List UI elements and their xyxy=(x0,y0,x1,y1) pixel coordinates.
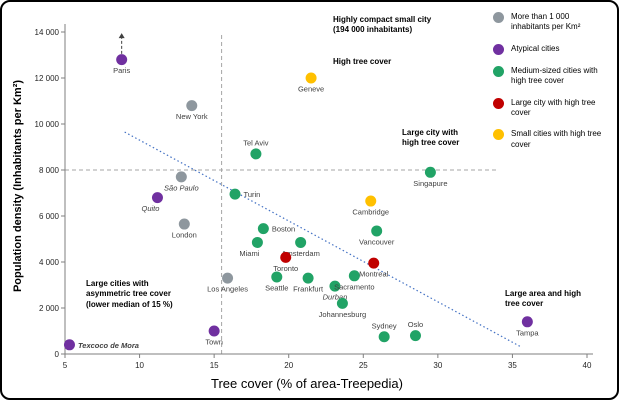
x-tick-label: 40 xyxy=(583,361,592,370)
data-point-durban xyxy=(329,280,341,292)
data-point-quito xyxy=(151,192,163,204)
legend-dot-yellow xyxy=(493,129,504,141)
data-point-label-paris: Paris xyxy=(113,66,130,75)
legend-item: Large city with high tree cover xyxy=(493,97,611,119)
chart-annotation: Highly compact small city (194 000 inhab… xyxy=(333,15,432,35)
legend: More than 1 000 inhabitants per Km² Atyp… xyxy=(493,12,611,150)
chart-annotation: Large area and high tree cover xyxy=(505,289,582,309)
data-point-s-o-paulo xyxy=(175,171,187,183)
legend-dot-red xyxy=(493,97,504,109)
data-point-label-boston: Boston xyxy=(272,225,295,234)
y-tick-label: 4 000 xyxy=(39,258,60,267)
data-point-toronto xyxy=(280,251,292,263)
data-point-label-cambridge: Cambridge xyxy=(352,208,389,217)
y-tick-label: 10 000 xyxy=(35,120,60,129)
data-point-vancouver xyxy=(371,225,383,237)
data-point-sacramento xyxy=(348,270,360,282)
data-point-label-durban: Durban xyxy=(323,293,348,302)
data-point-label-tel-aviv: Tel Aviv xyxy=(243,138,269,147)
x-tick-label: 20 xyxy=(284,361,293,370)
data-point-geneve xyxy=(305,72,317,84)
data-point-label-johannesburg: Johannesburg xyxy=(319,310,367,319)
y-tick-label: 8 000 xyxy=(39,166,60,175)
data-point-miami xyxy=(251,236,263,248)
data-point-label-singapure: Singapure xyxy=(413,179,447,188)
x-axis-title: Tree cover (% of area-Treepedia) xyxy=(211,376,403,391)
trend-line xyxy=(124,131,522,348)
data-point-montreal xyxy=(368,257,380,269)
data-point-frankfurt xyxy=(302,272,314,284)
data-point-oslo xyxy=(409,330,421,342)
x-tick-label: 35 xyxy=(508,361,517,370)
data-point-boston xyxy=(257,223,269,235)
data-point-label-geneve: Geneve xyxy=(298,85,324,94)
data-point-label-texcoco-de-mora: Texcoco de Mora xyxy=(78,341,139,350)
data-point-amsterdam xyxy=(295,236,307,248)
data-point-tampa xyxy=(521,316,533,328)
data-point-label-montreal: Montreal xyxy=(359,270,389,279)
data-point-label-town: Town xyxy=(205,338,223,347)
data-point-turin xyxy=(229,188,241,200)
legend-item: More than 1 000 inhabitants per Km² xyxy=(493,12,611,33)
x-tick-label: 30 xyxy=(433,361,442,370)
legend-item-label: Medium-sized cities with high tree cover xyxy=(511,65,598,86)
y-tick-label: 6 000 xyxy=(39,212,60,221)
data-point-town xyxy=(208,325,220,337)
legend-item-label: Small cities with high tree cover xyxy=(511,129,602,149)
legend-item: Medium-sized cities with high tree cover xyxy=(493,65,611,87)
data-point-texcoco-de-mora xyxy=(63,339,75,351)
x-tick-label: 15 xyxy=(210,361,219,370)
data-point-label-tampa: Tampa xyxy=(516,328,539,337)
legend-dot-purple xyxy=(493,43,504,55)
data-point-label-oslo: Oslo xyxy=(408,320,423,329)
up-arrow-head xyxy=(118,33,125,39)
y-tick-label: 2 000 xyxy=(39,304,60,313)
data-point-label-miami: Miami xyxy=(239,249,259,258)
data-point-label-toronto: Toronto xyxy=(273,264,298,273)
data-point-new-york xyxy=(186,100,198,112)
chart-annotation: Large cities with asymmetric tree cover … xyxy=(86,279,173,309)
legend-item-label: Atypical cities xyxy=(511,43,560,53)
legend-dot-gray xyxy=(493,12,504,23)
data-point-label-vancouver: Vancouver xyxy=(359,237,395,246)
data-point-johannesburg xyxy=(336,297,348,309)
data-point-tel-aviv xyxy=(250,148,262,160)
data-point-singapure xyxy=(424,166,436,178)
data-point-cambridge xyxy=(365,195,377,207)
chart-annotation: Large city with high tree cover xyxy=(402,128,460,148)
data-point-label-new-york: New York xyxy=(176,112,208,121)
data-point-label-sacramento: Sacramento xyxy=(334,282,374,291)
data-point-label-frankfurt: Frankfurt xyxy=(293,285,324,294)
data-point-label-sydney: Sydney xyxy=(372,321,397,330)
data-point-seattle xyxy=(271,271,283,283)
data-point-label-london: London xyxy=(172,231,197,240)
x-tick-label: 5 xyxy=(63,361,68,370)
y-tick-label: 14 000 xyxy=(35,28,60,37)
legend-item: Small cities with high tree cover xyxy=(493,129,611,150)
data-point-sydney xyxy=(378,331,390,343)
chart-annotation: High tree cover xyxy=(333,57,392,66)
data-point-label-s-o-paulo: São Paulo xyxy=(164,183,199,192)
data-point-label-los-angeles: Los Angeles xyxy=(207,285,248,294)
data-point-paris xyxy=(116,54,128,66)
y-tick-label: 12 000 xyxy=(35,74,60,83)
y-tick-label: 0 xyxy=(55,350,60,359)
data-point-label-turin: Turin xyxy=(244,190,261,199)
legend-item-label: More than 1 000 inhabitants per Km² xyxy=(511,12,581,32)
data-point-label-seattle: Seattle xyxy=(265,283,288,292)
x-tick-label: 10 xyxy=(135,361,144,370)
legend-item: Atypical cities xyxy=(493,43,611,55)
y-axis-title: Population density (Inhabitants per Km²) xyxy=(12,79,24,293)
data-point-label-quito: Quito xyxy=(142,204,160,213)
legend-dot-green xyxy=(493,65,504,77)
data-point-london xyxy=(178,218,190,230)
x-tick-label: 25 xyxy=(359,361,368,370)
data-point-los-angeles xyxy=(222,272,234,284)
legend-item-label: Large city with high tree cover xyxy=(511,97,596,117)
data-point-label-amsterdam: Amsterdam xyxy=(281,249,319,258)
